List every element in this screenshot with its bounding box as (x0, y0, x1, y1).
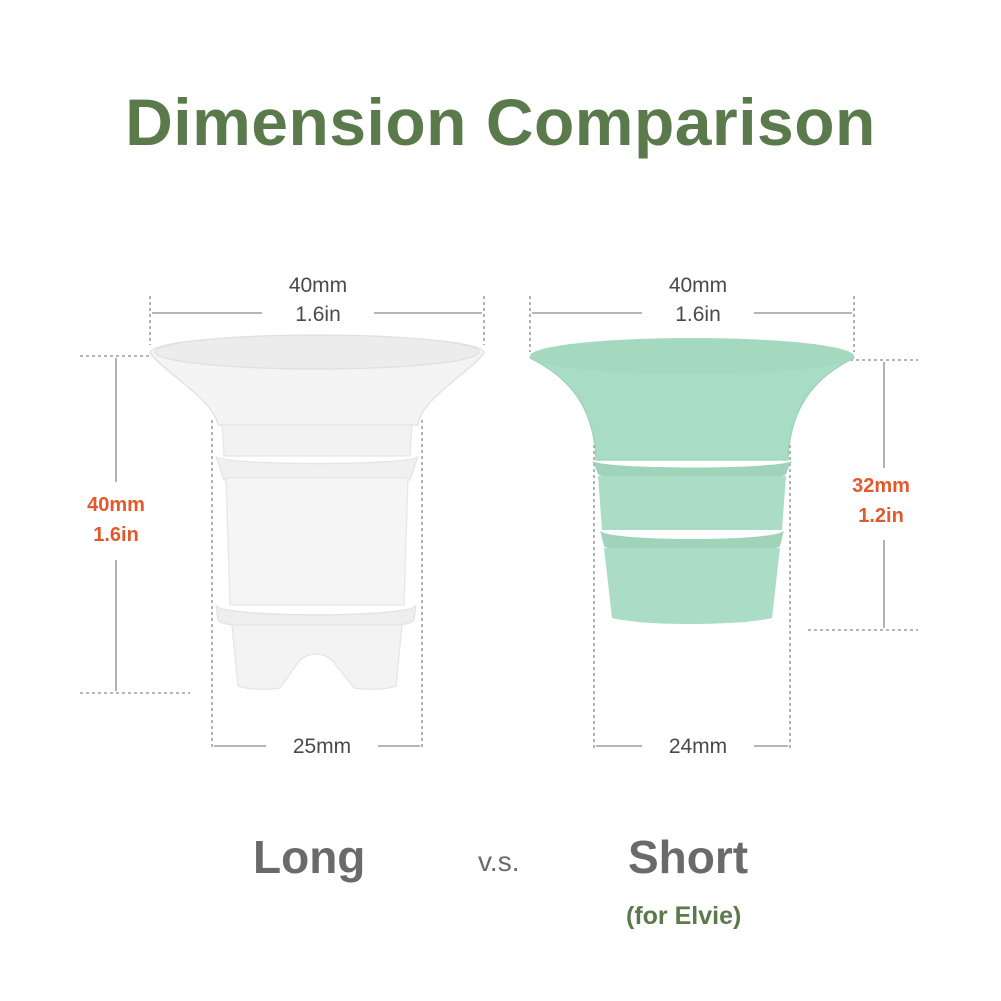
page-title: Dimension Comparison (125, 85, 876, 159)
short-sublabel: (for Elvie) (626, 902, 742, 930)
long-dimension-lines (80, 296, 485, 748)
vs-label: v.s. (478, 846, 520, 877)
short-label: Short (628, 831, 749, 883)
short-insert-icon (529, 338, 855, 624)
long-insert-icon (149, 334, 485, 690)
short-top-width-in: 1.6in (642, 302, 754, 327)
long-height-in: 1.6in (93, 524, 139, 546)
short-dimension-lines (529, 296, 918, 748)
long-top-width-in: 1.6in (262, 302, 374, 327)
long-top-width-mm: 40mm (262, 273, 374, 298)
long-label: Long (253, 831, 366, 883)
long-height-mm: 40mm (87, 494, 145, 516)
short-height-in: 1.2in (858, 505, 904, 527)
long-bottom-width: 25mm (266, 734, 378, 759)
short-height-mm: 32mm (852, 475, 910, 497)
short-bottom-width: 24mm (642, 734, 754, 759)
short-top-width-mm: 40mm (642, 273, 754, 298)
